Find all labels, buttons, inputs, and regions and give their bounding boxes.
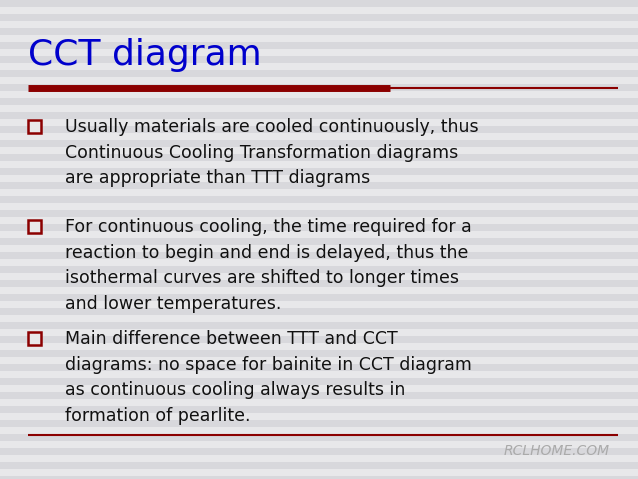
Text: Main difference between TTT and CCT
diagrams: no space for bainite in CCT diagra: Main difference between TTT and CCT diag…	[65, 330, 472, 425]
Bar	[28, 120, 41, 133]
Bar	[0, 210, 638, 217]
Bar	[0, 350, 638, 357]
Bar	[0, 126, 638, 133]
Bar	[0, 434, 638, 441]
Bar	[0, 406, 638, 413]
Bar	[0, 336, 638, 343]
Bar	[0, 462, 638, 469]
Bar	[0, 378, 638, 385]
Bar	[0, 0, 638, 7]
Bar	[0, 42, 638, 49]
Bar	[0, 448, 638, 455]
Bar	[0, 280, 638, 287]
Bar	[0, 224, 638, 231]
Bar	[0, 56, 638, 63]
Bar	[0, 364, 638, 371]
Bar	[28, 332, 41, 345]
Bar	[0, 252, 638, 259]
Bar	[28, 220, 41, 233]
Bar	[0, 196, 638, 203]
Bar	[0, 28, 638, 35]
Bar	[0, 84, 638, 91]
Text: RCLHOME.COM: RCLHOME.COM	[504, 444, 610, 458]
Bar	[0, 266, 638, 273]
Bar	[0, 168, 638, 175]
Bar	[0, 238, 638, 245]
Bar	[0, 182, 638, 189]
Text: Usually materials are cooled continuously, thus
Continuous Cooling Transformatio: Usually materials are cooled continuousl…	[65, 118, 478, 187]
Bar	[0, 70, 638, 77]
Bar	[0, 308, 638, 315]
Text: CCT diagram: CCT diagram	[28, 38, 262, 72]
Bar	[0, 392, 638, 399]
Bar	[0, 14, 638, 21]
Bar	[0, 112, 638, 119]
Bar	[0, 420, 638, 427]
Text: For continuous cooling, the time required for a
reaction to begin and end is del: For continuous cooling, the time require…	[65, 218, 471, 313]
Bar	[0, 154, 638, 161]
Bar	[0, 98, 638, 105]
Bar	[0, 322, 638, 329]
Bar	[0, 476, 638, 479]
Bar	[0, 140, 638, 147]
Bar	[0, 294, 638, 301]
